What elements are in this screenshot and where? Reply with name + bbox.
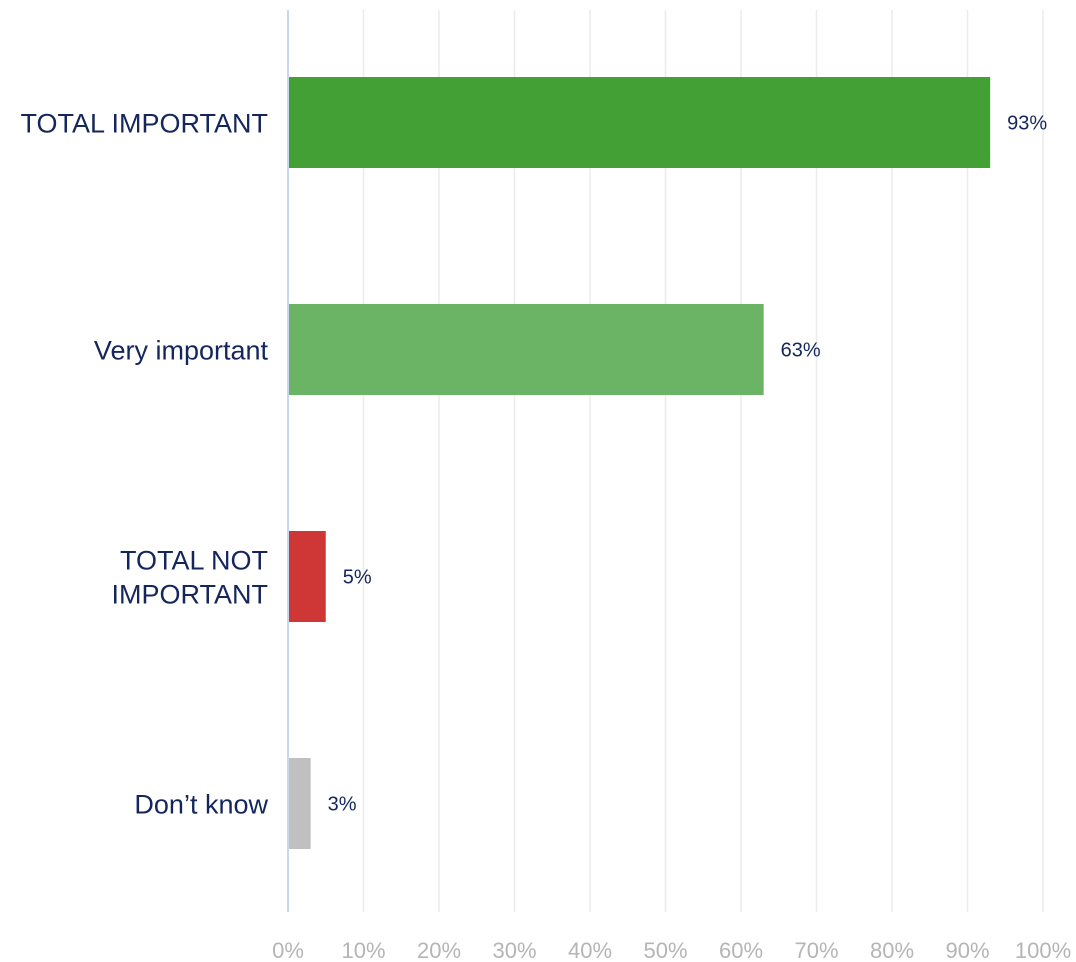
x-tick-labels: 0% 10% 20% 30% 40% 50% 60% 70% 80% 90% 100% (272, 938, 1071, 962)
x-tick-label: 50% (643, 938, 687, 962)
category-label: IMPORTANT (111, 580, 268, 610)
x-tick-label: 10% (341, 938, 385, 962)
category-label: TOTAL IMPORTANT (20, 109, 268, 139)
x-tick-label: 20% (417, 938, 461, 962)
x-tick-label: 0% (272, 938, 304, 962)
value-label: 63% (781, 340, 821, 362)
x-tick-label: 90% (945, 938, 989, 962)
category-labels: TOTAL IMPORTANT Very important TOTAL NOT IM… (20, 109, 268, 820)
category-label: TOTAL NOT (120, 546, 268, 576)
category-label: Very important (94, 336, 269, 366)
bars (288, 77, 991, 849)
x-tick-label: 30% (492, 938, 536, 962)
bar (288, 304, 764, 395)
value-label: 93% (1007, 113, 1047, 135)
bar (288, 77, 991, 168)
value-labels: 93% 63% 5% 3% (328, 113, 1048, 816)
value-label: 5% (343, 567, 372, 589)
x-tick-label: 100% (1015, 938, 1071, 962)
x-tick-label: 70% (794, 938, 838, 962)
category-label: Don’t know (134, 790, 268, 820)
x-tick-label: 40% (568, 938, 612, 962)
x-tick-label: 60% (719, 938, 763, 962)
x-tick-label: 80% (870, 938, 914, 962)
bar (288, 531, 326, 622)
bar (288, 758, 311, 849)
value-label: 3% (328, 794, 357, 816)
